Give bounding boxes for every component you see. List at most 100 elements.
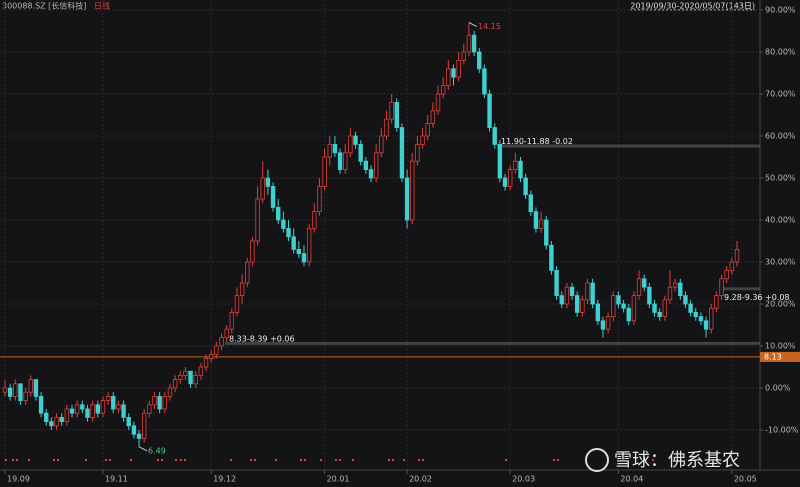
candle-body [652, 303, 657, 313]
candle-body [157, 395, 162, 410]
candle-body [585, 282, 590, 301]
candle-body [167, 387, 173, 397]
candle-body [616, 295, 621, 305]
candle-body [54, 416, 59, 427]
candle-body [384, 118, 389, 137]
candle-body [492, 127, 497, 145]
candle-body [38, 395, 44, 414]
candle-body [234, 295, 240, 313]
candle-body [502, 177, 508, 187]
candle-body [152, 395, 157, 406]
candle-body [208, 353, 214, 359]
candle-body [327, 143, 332, 158]
candle-body [487, 93, 492, 128]
event-marker [16, 459, 18, 461]
band-label: 8.33-8.39 +0.06 [229, 334, 295, 343]
candle-body [18, 383, 23, 401]
candle-body [105, 395, 111, 401]
event-marker [553, 459, 555, 461]
candle-body [131, 425, 137, 435]
candle-body [286, 227, 291, 238]
candle-body [317, 185, 322, 212]
candle-body [162, 395, 168, 410]
candle-body [683, 295, 688, 305]
watermark: 雪球：佛系基农 [614, 450, 740, 471]
event-marker [403, 459, 405, 461]
candle-body [538, 219, 544, 229]
candle-body [657, 311, 662, 317]
candle-body [451, 68, 456, 78]
candle-body [100, 400, 106, 414]
candle-body [420, 135, 425, 145]
event-marker [392, 459, 394, 461]
band-label: 11.90-11.88 -0.02 [501, 137, 573, 146]
candle-body [337, 152, 343, 171]
candle-body [23, 391, 28, 402]
candle-body [554, 269, 559, 296]
candle-body [621, 303, 626, 309]
candle-body [373, 152, 379, 179]
x-tick-label: 19.09 [7, 475, 30, 484]
candle-body [281, 219, 286, 229]
candle-body [440, 85, 446, 95]
price-tag-bg [760, 351, 800, 362]
candle-body [348, 135, 353, 154]
y-tick-label: 0.00% [765, 384, 791, 393]
max-label: 14.15 [478, 22, 501, 31]
candle-body [265, 177, 271, 187]
candle-body [461, 51, 466, 61]
candle-body [631, 295, 637, 322]
candle-body [49, 421, 54, 427]
candle-body [178, 374, 183, 380]
candle-body [172, 379, 178, 389]
candle-body [136, 433, 142, 439]
candle-body [116, 404, 121, 410]
candle-body [147, 404, 152, 414]
x-tick-label: 19.12 [213, 475, 236, 484]
candle-body [642, 278, 647, 288]
candle-body [291, 236, 296, 250]
candle-body [64, 408, 70, 423]
candle-body [203, 358, 209, 368]
event-marker [230, 459, 232, 461]
candle-body [719, 278, 724, 296]
candle-body [141, 412, 147, 439]
candle-body [544, 219, 549, 246]
candle-body [358, 143, 363, 162]
candle-body [7, 387, 13, 397]
candle-body [389, 102, 394, 120]
event-marker [184, 459, 186, 461]
candle-body [477, 51, 482, 70]
candle-body [466, 34, 472, 53]
event-marker [418, 459, 420, 461]
event-marker [130, 459, 132, 461]
candle-body [85, 408, 90, 418]
candle-body [90, 404, 95, 418]
event-marker [250, 459, 252, 461]
candle-body [394, 102, 399, 129]
candle-body [435, 93, 441, 112]
candle-body [626, 307, 631, 322]
event-marker [275, 459, 277, 461]
candle-body [636, 278, 642, 296]
event-marker [254, 459, 256, 461]
event-marker [320, 459, 322, 461]
candle-body [662, 299, 668, 317]
event-marker [422, 459, 424, 461]
candle-body [513, 160, 518, 170]
candle-body [74, 404, 80, 414]
candle-body [456, 60, 461, 78]
candle-body [528, 194, 534, 213]
event-marker [557, 459, 559, 461]
candle-body [580, 299, 585, 313]
candle-body [296, 248, 302, 254]
candle-body [647, 286, 652, 305]
event-marker [175, 459, 177, 461]
candle-body [415, 143, 420, 162]
candle-body [343, 152, 348, 171]
candle-body [379, 135, 384, 154]
y-tick-label: 20.00% [765, 300, 796, 309]
candle-body [260, 177, 265, 200]
candle-body [28, 379, 33, 393]
